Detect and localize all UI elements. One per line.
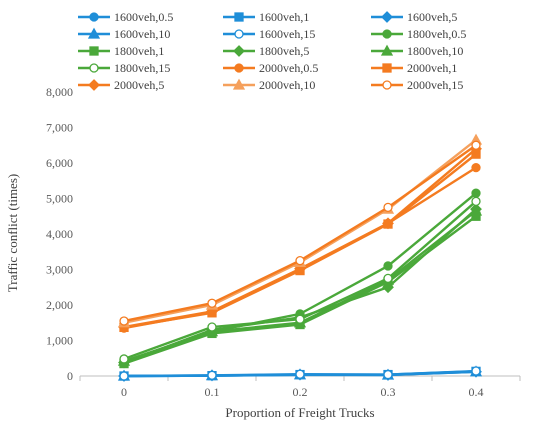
data-point bbox=[471, 188, 481, 198]
legend-label: 1800veh,10 bbox=[407, 44, 463, 58]
data-point bbox=[469, 204, 483, 216]
series-1600veh-15 bbox=[119, 366, 481, 381]
legend-item: 2000veh,15 bbox=[371, 78, 463, 92]
legend-marker bbox=[88, 79, 100, 91]
data-point bbox=[471, 366, 481, 376]
data-point bbox=[119, 371, 129, 381]
legend-marker bbox=[87, 27, 101, 39]
legend-item: 2000veh,1 bbox=[371, 61, 457, 75]
data-point bbox=[382, 217, 394, 230]
data-point bbox=[383, 261, 393, 271]
series-line bbox=[123, 200, 477, 361]
legend-marker bbox=[380, 44, 394, 56]
data-point bbox=[295, 369, 305, 379]
legend-marker bbox=[382, 80, 392, 90]
series-2000veh-10 bbox=[117, 133, 483, 328]
legend: 1600veh,0.5 1600veh,1 1600veh,5 1600veh,10 1… bbox=[78, 10, 466, 92]
data-point bbox=[471, 196, 481, 206]
data-point bbox=[207, 322, 217, 332]
series-2000veh-15 bbox=[119, 140, 481, 326]
y-tick-label: 8,000 bbox=[46, 85, 73, 99]
data-point bbox=[207, 298, 217, 308]
legend-item: 2000veh,10 bbox=[223, 78, 315, 92]
data-point bbox=[207, 370, 217, 380]
y-tick-label: 3,000 bbox=[46, 263, 73, 277]
legend-marker bbox=[382, 63, 392, 73]
legend-label: 1600veh,10 bbox=[114, 27, 170, 41]
x-tick-label: 0.4 bbox=[469, 385, 484, 399]
x-tick-label: 0.3 bbox=[381, 385, 396, 399]
legend-item: 1600veh,10 bbox=[78, 27, 170, 41]
legend-item: 2000veh,0.5 bbox=[223, 61, 318, 75]
y-tick-label: 4,000 bbox=[46, 227, 73, 241]
legend-marker bbox=[232, 78, 246, 90]
legend-label: 1600veh,0.5 bbox=[114, 10, 173, 24]
x-tick-label: 0 bbox=[121, 385, 127, 399]
legend-label: 2000veh,5 bbox=[114, 78, 164, 92]
legend-label: 2000veh,15 bbox=[407, 78, 463, 92]
x-axis-title: Proportion of Freight Trucks bbox=[225, 405, 374, 420]
legend-marker bbox=[89, 46, 99, 56]
y-tick-label: 6,000 bbox=[46, 156, 73, 170]
legend-item: 2000veh,5 bbox=[78, 78, 164, 92]
legend-marker bbox=[233, 45, 245, 57]
series-line bbox=[123, 144, 477, 323]
legend-label: 2000veh,0.5 bbox=[259, 61, 318, 75]
legend-label: 1800veh,15 bbox=[114, 61, 170, 75]
legend-marker bbox=[234, 12, 244, 22]
series-2000veh-5 bbox=[118, 142, 482, 333]
legend-label: 1800veh,1 bbox=[114, 44, 164, 58]
data-point bbox=[119, 354, 129, 364]
legend-item: 1800veh,15 bbox=[78, 61, 170, 75]
y-tick-label: 5,000 bbox=[46, 192, 73, 206]
legend-marker bbox=[382, 29, 392, 39]
legend-label: 2000veh,10 bbox=[259, 78, 315, 92]
data-point bbox=[119, 316, 129, 326]
data-point bbox=[295, 314, 305, 324]
data-point bbox=[383, 202, 393, 213]
legend-item: 1600veh,1 bbox=[223, 10, 309, 24]
x-tick-label: 0.2 bbox=[293, 385, 308, 399]
data-point bbox=[383, 273, 393, 284]
y-tick-label: 1,000 bbox=[46, 334, 73, 348]
legend-item: 1800veh,5 bbox=[223, 44, 309, 58]
legend-label: 1800veh,0.5 bbox=[407, 27, 466, 41]
series-1800veh-0-5 bbox=[119, 188, 481, 367]
legend-item: 1600veh,0.5 bbox=[78, 10, 173, 24]
legend-label: 1800veh,5 bbox=[259, 44, 309, 58]
legend-label: 2000veh,1 bbox=[407, 61, 457, 75]
y-tick-label: 0 bbox=[67, 369, 73, 383]
y-tick-labels: 0 1,000 2,000 3,000 4,000 5,000 6,000 7,000 8,00… bbox=[46, 85, 73, 383]
x-tick-labels: 0 0.1 0.2 0.3 0.4 bbox=[79, 376, 521, 399]
legend-item: 1600veh,5 bbox=[371, 10, 457, 24]
series-1800veh-5 bbox=[118, 203, 482, 369]
data-point bbox=[471, 162, 481, 173]
legend-label: 1600veh,1 bbox=[259, 10, 309, 24]
legend-marker bbox=[234, 29, 244, 39]
series-line bbox=[123, 192, 477, 363]
legend-item: 1800veh,0.5 bbox=[371, 27, 466, 41]
data-point bbox=[295, 255, 305, 266]
series-2000veh-1 bbox=[119, 149, 481, 333]
y-tick-label: 2,000 bbox=[46, 298, 73, 312]
data-point bbox=[471, 140, 481, 150]
series-2000veh-0-5 bbox=[119, 162, 481, 333]
legend-marker bbox=[234, 63, 244, 73]
legend-item: 1600veh,15 bbox=[223, 27, 315, 41]
legend-label: 1600veh,5 bbox=[407, 10, 457, 24]
x-tick-label: 0.1 bbox=[205, 385, 220, 399]
legend-item: 1800veh,10 bbox=[371, 44, 463, 58]
legend-label: 1600veh,15 bbox=[259, 27, 315, 41]
legend-item: 1800veh,1 bbox=[78, 44, 164, 58]
legend-marker bbox=[89, 63, 99, 73]
legend-marker bbox=[381, 11, 393, 23]
y-axis-title: Traffic conflict (times) bbox=[5, 174, 20, 292]
series-line bbox=[123, 138, 477, 324]
series-group bbox=[117, 133, 483, 382]
data-point bbox=[383, 369, 393, 380]
y-tick-label: 7,000 bbox=[46, 121, 73, 135]
legend-marker bbox=[89, 12, 99, 22]
series-1800veh-15 bbox=[119, 196, 481, 364]
